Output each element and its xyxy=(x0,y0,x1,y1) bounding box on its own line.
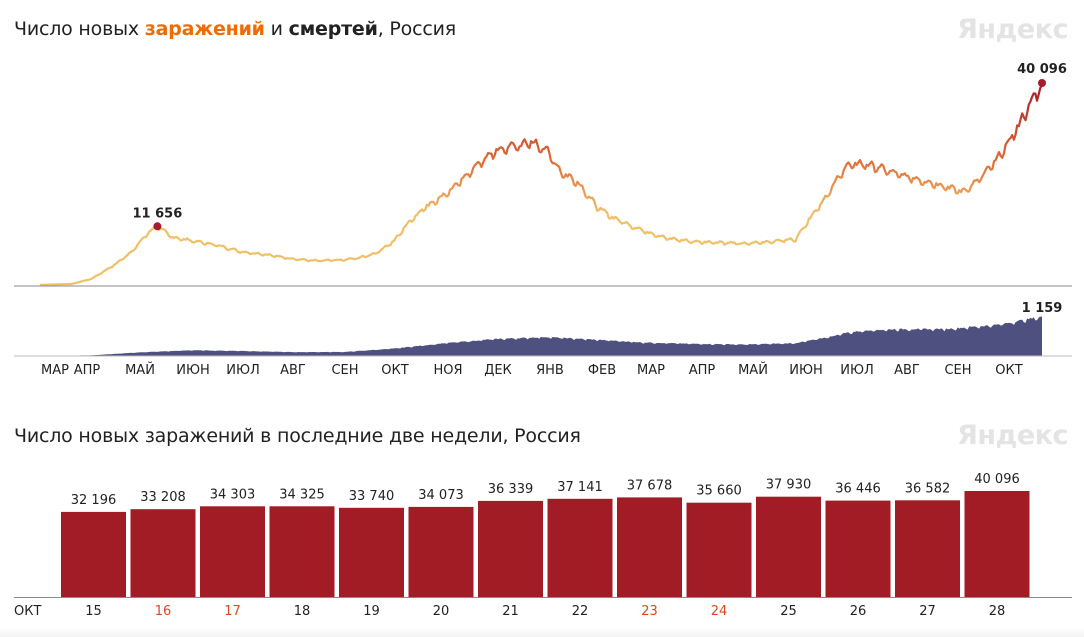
month-tick-label: НОЯ xyxy=(433,363,462,378)
bar-day-label: 18 xyxy=(294,604,311,619)
bar-value-label: 37 678 xyxy=(627,478,673,493)
bar-value-label: 35 660 xyxy=(696,484,742,499)
month-tick-label: АВГ xyxy=(894,363,920,378)
bar-day-24 xyxy=(686,502,752,597)
month-tick-label: МАЙ xyxy=(125,362,155,378)
bar-value-label: 36 339 xyxy=(488,482,534,497)
month-tick-label: СЕН xyxy=(944,363,971,378)
bar-day-15 xyxy=(61,511,126,597)
bar-day-label: 26 xyxy=(850,604,867,619)
bar-value-label: 37 930 xyxy=(766,478,812,493)
month-tick-label: ЯНВ xyxy=(536,363,564,378)
month-tick-label: ФЕВ xyxy=(588,363,616,378)
bar-day-label: 22 xyxy=(572,604,589,619)
bar-day-label: 20 xyxy=(433,604,450,619)
bar-day-28 xyxy=(964,491,1030,597)
month-tick-label: МАР xyxy=(637,363,665,378)
month-tick-label: МАЙ xyxy=(738,362,768,378)
bar-day-23 xyxy=(617,497,682,597)
bar-day-label: 24 xyxy=(711,604,728,619)
bar-day-label: 28 xyxy=(989,604,1006,619)
peak-marker-2020 xyxy=(153,222,162,231)
bar-day-17 xyxy=(200,506,265,597)
bar-value-label: 36 446 xyxy=(835,482,881,497)
bar-day-26 xyxy=(825,500,891,597)
chart1-title: Число новых заражений и смертей, Россия xyxy=(14,18,456,40)
month-tick-label: МАР xyxy=(41,363,69,378)
month-tick-label: ОКТ xyxy=(995,363,1022,378)
bar-day-label: 15 xyxy=(85,604,102,619)
title-deaths: смертей xyxy=(288,18,378,40)
bar-day-label: 25 xyxy=(780,604,797,619)
peak-marker-2021 xyxy=(1038,79,1046,87)
month-tick-label: АПР xyxy=(74,363,101,378)
bottom-fade xyxy=(0,627,1084,637)
bar-day-20 xyxy=(408,506,474,597)
bar-value-label: 40 096 xyxy=(974,472,1020,487)
title-suffix: , Россия xyxy=(377,18,456,40)
bar-day-16 xyxy=(130,509,196,597)
bar-value-label: 32 196 xyxy=(71,493,117,508)
bar-value-label: 33 208 xyxy=(140,490,186,505)
bar-value-label: 37 141 xyxy=(557,480,603,495)
bar-day-label: 27 xyxy=(919,604,936,619)
bar-value-label: 34 325 xyxy=(279,487,325,502)
bar-day-21 xyxy=(478,500,543,597)
month-tick-label: ИЮЛ xyxy=(226,363,260,378)
month-tick-label: АВГ xyxy=(280,363,306,378)
month-tick-label: АПР xyxy=(689,363,716,378)
month-tick-label: ИЮН xyxy=(789,363,823,378)
month-tick-label: ИЮН xyxy=(176,363,210,378)
month-tick-label: ИЮЛ xyxy=(840,363,874,378)
title-mid: и xyxy=(264,18,289,40)
bar-value-label: 34 073 xyxy=(418,488,464,503)
bar-day-label: 21 xyxy=(502,604,519,619)
bar-day-27 xyxy=(895,500,960,597)
title-infections: заражений xyxy=(144,18,265,40)
month-tick-label: ДЕК xyxy=(484,363,512,378)
chart2-title: Число новых заражений в последние две не… xyxy=(14,425,581,447)
bar-day-label: 17 xyxy=(224,604,241,619)
bar-value-label: 33 740 xyxy=(349,489,395,504)
deaths-area xyxy=(40,316,1042,356)
yandex-logo-2: Яндекс xyxy=(957,420,1068,451)
bar-day-label: 23 xyxy=(641,604,658,619)
bar-day-18 xyxy=(269,506,335,597)
month-tick-label: ОКТ xyxy=(381,363,408,378)
peak-label-2020: 11 656 xyxy=(133,206,183,221)
bar-day-19 xyxy=(339,507,404,597)
bar-day-label: 19 xyxy=(363,604,380,619)
bar-value-label: 36 582 xyxy=(905,481,951,496)
deaths-last-label: 1 159 xyxy=(1022,301,1063,316)
title-prefix: Число новых xyxy=(14,18,145,40)
peak-label-2021: 40 096 xyxy=(1017,62,1067,77)
month-tick-label: СЕН xyxy=(331,363,358,378)
bar-day-25 xyxy=(756,496,821,597)
bar-value-label: 34 303 xyxy=(210,487,256,502)
infections-line xyxy=(40,84,1043,286)
yandex-logo: Яндекс xyxy=(957,14,1068,45)
bar-day-label: 16 xyxy=(155,604,172,619)
bar-month-label: ОКТ xyxy=(14,604,41,619)
bar-day-22 xyxy=(547,498,613,597)
